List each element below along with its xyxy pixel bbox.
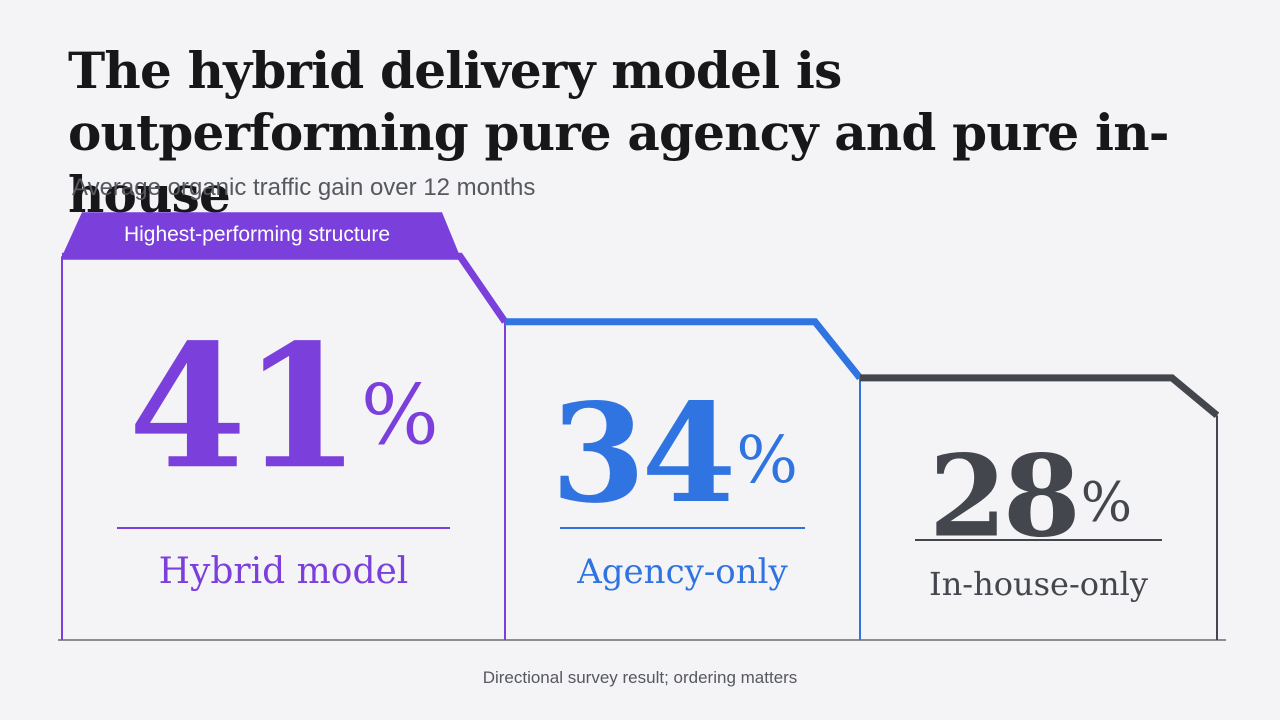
footnote: Directional survey result; ordering matt… bbox=[482, 668, 798, 687]
category-label-agency-only: Agency-only bbox=[576, 552, 788, 592]
bar-value-in-house-only: 28% bbox=[929, 432, 1132, 563]
bar-top-agency-only bbox=[505, 318, 863, 381]
highlight-badge bbox=[62, 212, 460, 257]
chart-subtitle: Average organic traffic gain over 12 mon… bbox=[72, 174, 536, 201]
bar-top-in-house-only bbox=[860, 374, 1220, 419]
bar-value-hybrid-model: 41% bbox=[128, 307, 439, 507]
highlight-badge-label: Highest-performing structure bbox=[124, 223, 390, 246]
bar-value-agency-only: 34% bbox=[551, 374, 798, 534]
category-label-hybrid-model: Hybrid model bbox=[159, 551, 409, 592]
chart-title: The hybrid delivery model is outperformi… bbox=[68, 41, 1170, 224]
category-label-in-house-only: In-house-only bbox=[929, 565, 1148, 603]
